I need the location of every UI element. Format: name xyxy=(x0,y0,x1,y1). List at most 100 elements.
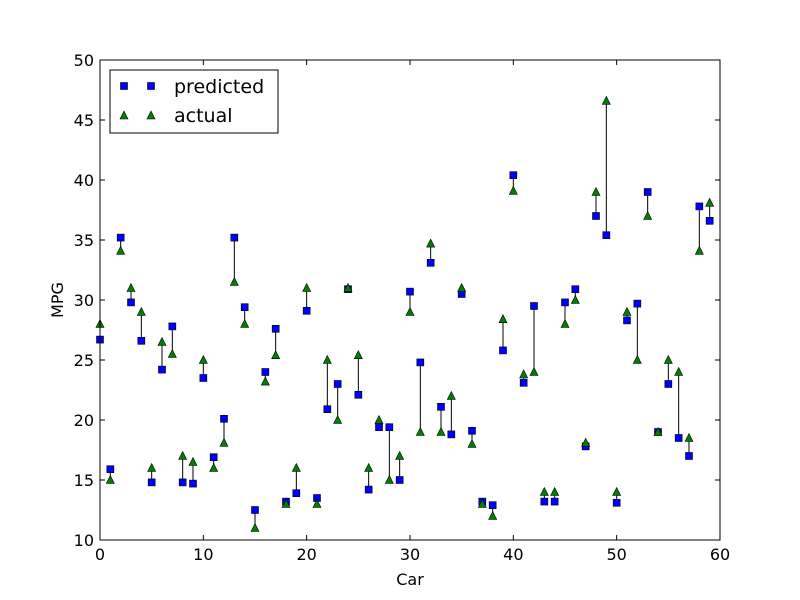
predicted-point xyxy=(106,465,115,474)
predicted-point xyxy=(323,405,332,414)
predicted-point xyxy=(468,426,476,435)
actual-point xyxy=(705,197,715,207)
actual-point xyxy=(519,369,529,379)
actual-point xyxy=(198,354,208,364)
y-tick-label: 30 xyxy=(74,291,94,310)
predicted-point xyxy=(623,316,631,325)
actual-point xyxy=(622,306,632,316)
actual-point xyxy=(612,486,622,496)
actual-point xyxy=(219,437,229,447)
predicted-point xyxy=(189,479,197,488)
predicted-point xyxy=(137,336,146,345)
actual-point xyxy=(374,414,384,424)
actual-point xyxy=(405,306,415,316)
actual-point xyxy=(333,414,343,424)
actual-point xyxy=(560,318,570,328)
y-tick-label: 50 xyxy=(74,51,94,70)
legend-predicted-label: predicted xyxy=(174,76,264,98)
actual-point xyxy=(601,95,611,105)
predicted-point xyxy=(705,217,714,225)
predicted-point xyxy=(395,476,404,484)
actual-point xyxy=(415,426,425,436)
actual-point xyxy=(457,282,467,292)
predicted-point xyxy=(488,501,497,510)
predicted-point xyxy=(364,485,373,494)
predicted-point xyxy=(375,423,383,432)
actual-point xyxy=(488,510,498,520)
actual-point xyxy=(178,450,188,460)
legend-actual-marker-2 xyxy=(146,110,156,120)
predicted-point xyxy=(550,497,559,506)
actual-point xyxy=(291,462,301,472)
actual-point xyxy=(663,354,673,364)
actual-point xyxy=(508,185,518,195)
predicted-point xyxy=(261,368,270,376)
predicted-point xyxy=(127,298,135,307)
predicted-point xyxy=(271,324,280,333)
legend: predicted actual xyxy=(109,69,279,134)
actual-point xyxy=(105,474,115,484)
x-tick-label: 50 xyxy=(606,545,626,564)
predicted-point xyxy=(406,287,414,296)
actual-point xyxy=(674,366,684,376)
x-tick-label: 60 xyxy=(710,545,730,564)
actual-point xyxy=(426,238,436,248)
predicted-point xyxy=(643,188,652,196)
predicted-point xyxy=(220,414,228,423)
predicted-point xyxy=(168,322,177,331)
actual-point xyxy=(436,426,446,436)
y-tick-label: 35 xyxy=(74,231,94,250)
x-tick-label: 20 xyxy=(296,545,316,564)
predicted-point xyxy=(333,380,342,388)
legend-actual-marker-1 xyxy=(119,110,129,120)
predicted-point xyxy=(695,202,704,211)
predicted-point xyxy=(230,233,239,242)
actual-point xyxy=(116,245,126,255)
y-tick-label: 10 xyxy=(74,531,94,550)
actual-point xyxy=(529,366,539,376)
actual-point xyxy=(364,462,374,472)
predicted-point xyxy=(509,171,518,179)
predicted-point xyxy=(251,506,259,514)
legend-predicted-marker-2 xyxy=(147,82,155,90)
actual-point xyxy=(281,498,291,508)
actual-point xyxy=(167,348,177,358)
predicted-point xyxy=(519,378,528,387)
actual-point xyxy=(343,282,353,292)
actual-point xyxy=(229,276,239,286)
y-axis-title: MPG xyxy=(48,282,67,318)
predicted-point xyxy=(592,212,600,220)
y-tick-label: 40 xyxy=(74,171,94,190)
actual-series xyxy=(95,95,715,532)
actual-point xyxy=(395,450,405,460)
actual-point xyxy=(136,306,146,316)
x-tick-label: 10 xyxy=(193,545,213,564)
x-tick-label: 0 xyxy=(95,545,105,564)
predicted-point xyxy=(633,299,642,308)
actual-point xyxy=(570,294,580,304)
legend-predicted-marker-1 xyxy=(120,82,128,90)
predicted-point xyxy=(292,489,301,498)
actual-point xyxy=(157,336,167,346)
predicted-point xyxy=(302,306,311,315)
actual-point xyxy=(684,432,694,442)
actual-point xyxy=(250,522,260,532)
actual-point xyxy=(498,314,508,323)
predicted-point xyxy=(240,303,249,312)
axis-ticks xyxy=(99,59,721,541)
y-tick-label: 20 xyxy=(74,411,94,430)
legend-box xyxy=(109,69,279,134)
x-axis-title: Car xyxy=(396,570,424,589)
actual-point xyxy=(539,486,549,496)
predicted-point xyxy=(664,380,673,388)
predicted-point xyxy=(426,258,435,267)
actual-point xyxy=(353,350,363,359)
actual-point xyxy=(446,390,456,400)
actual-point xyxy=(550,486,560,496)
predicted-point xyxy=(530,302,538,310)
actual-point xyxy=(467,438,477,448)
predicted-point xyxy=(209,453,218,462)
actual-point xyxy=(240,318,250,328)
